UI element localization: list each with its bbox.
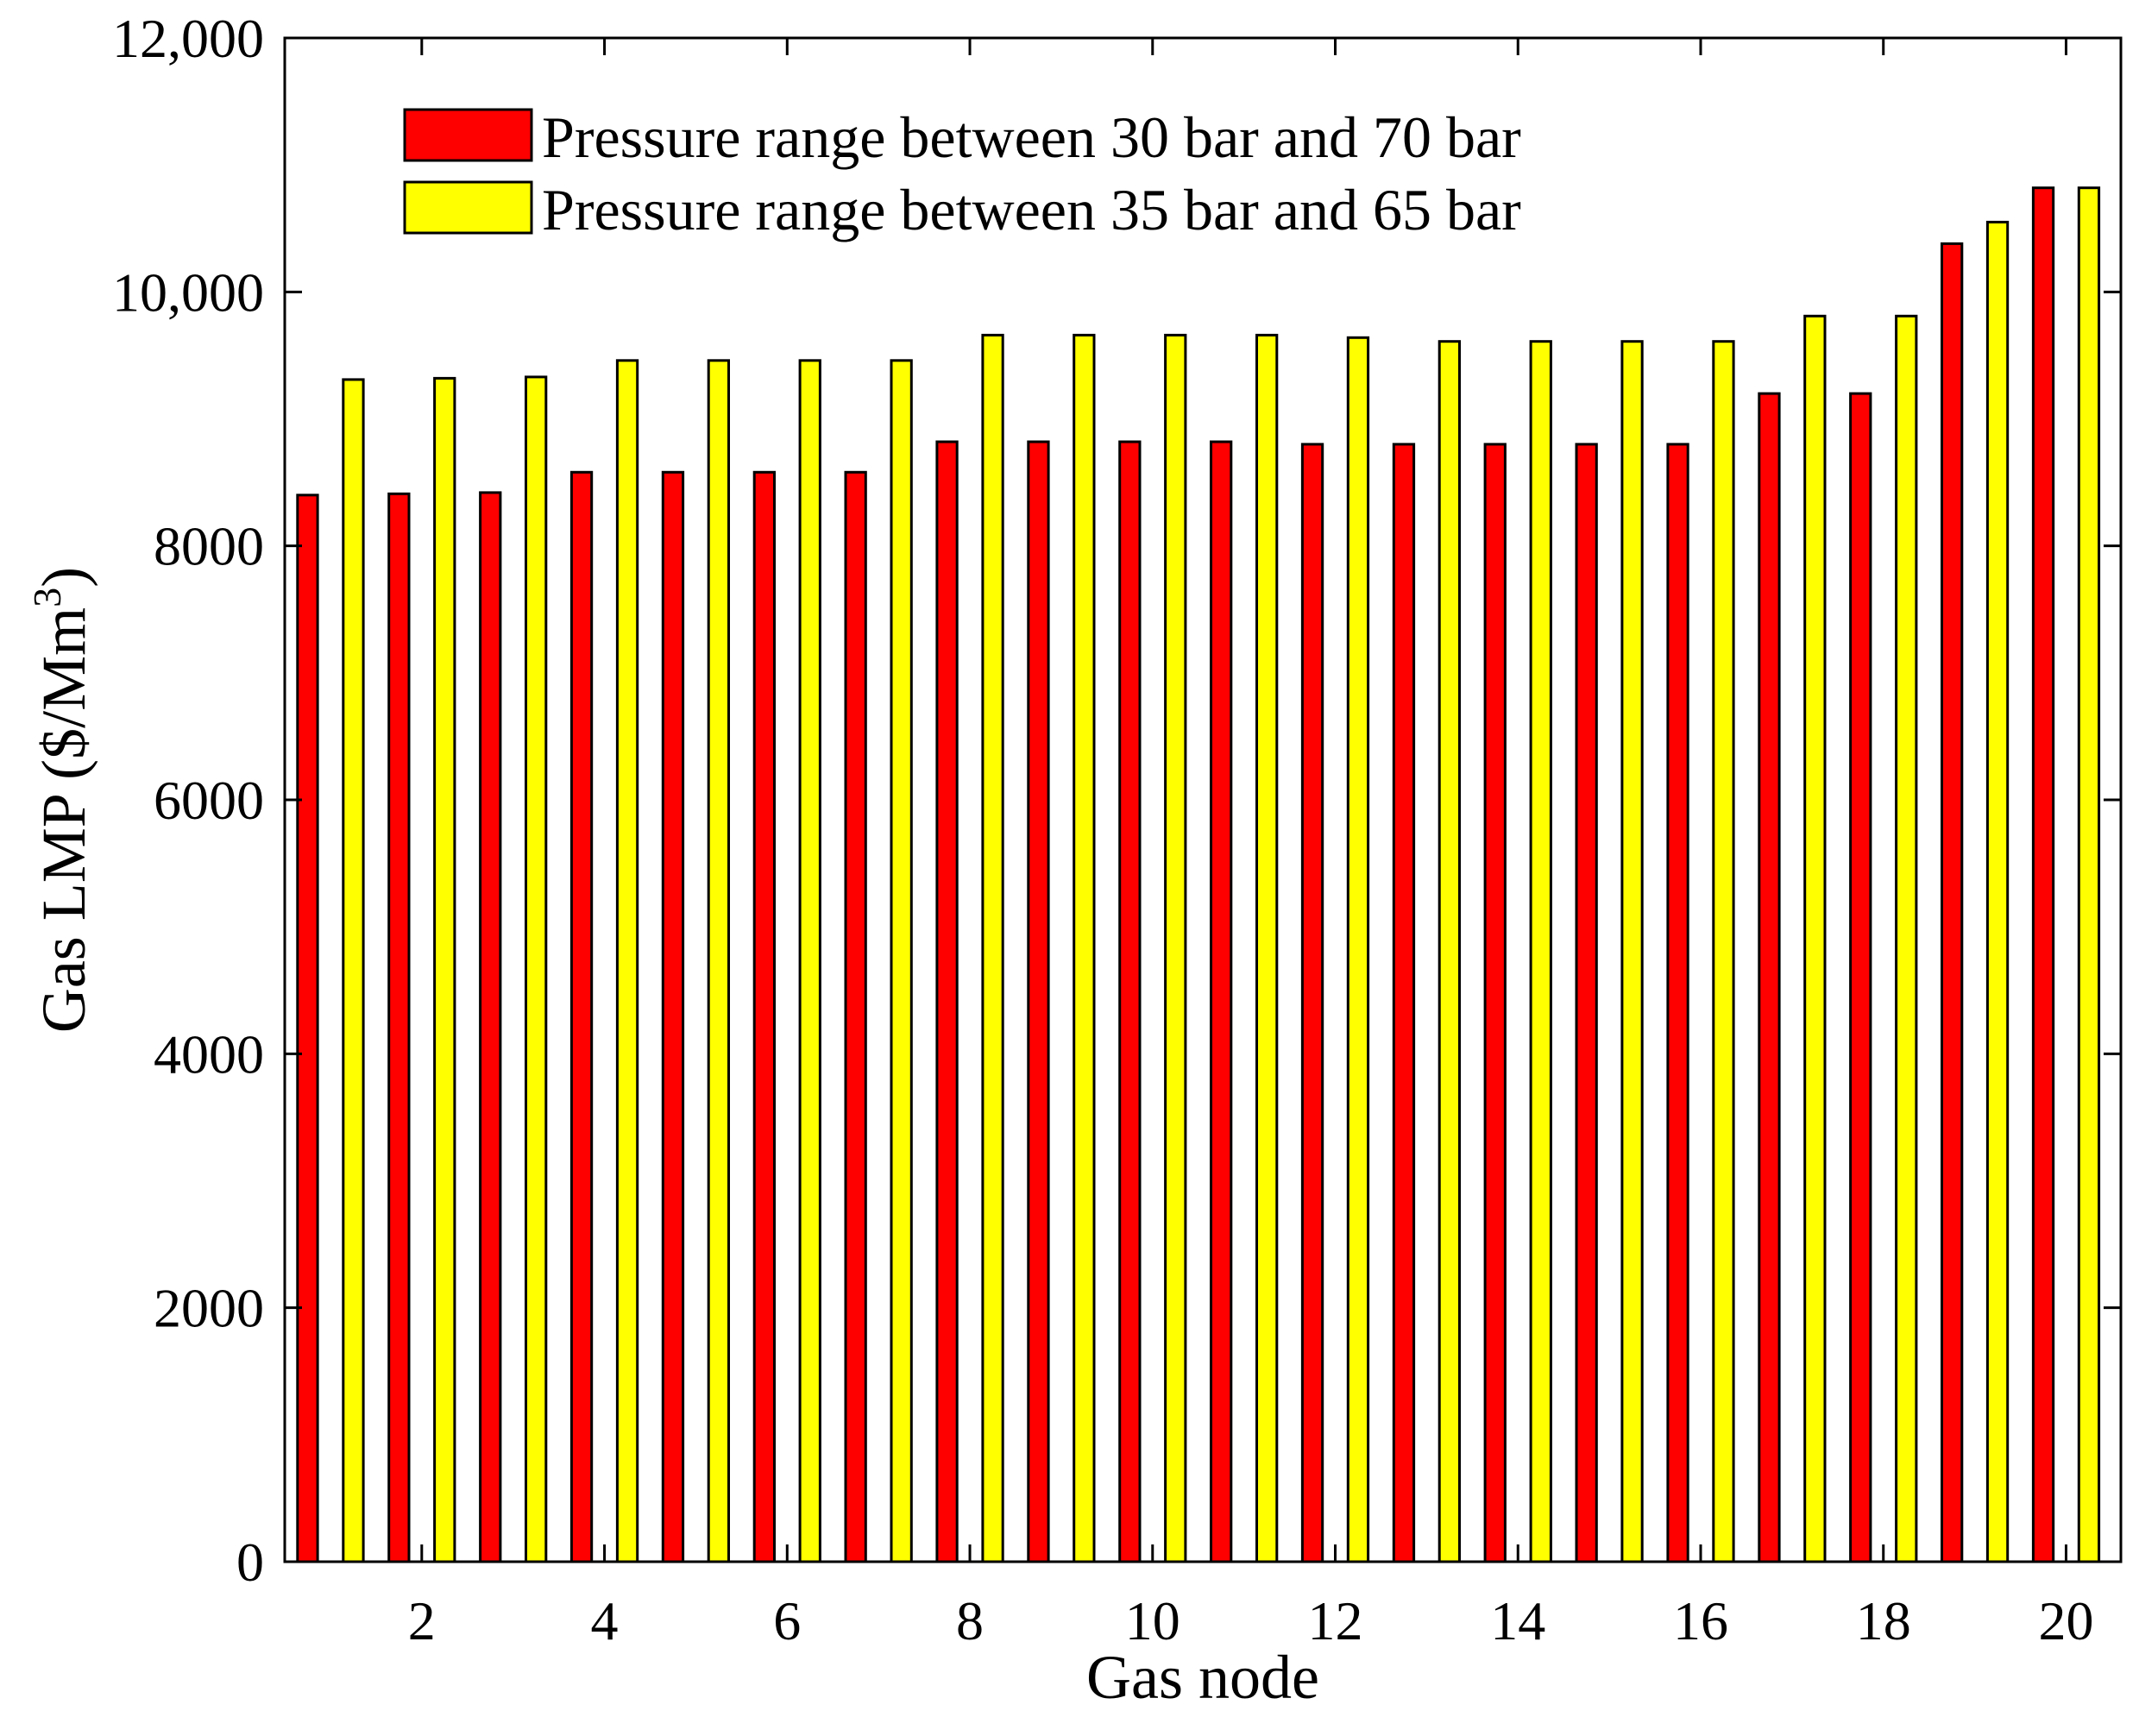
bar-series-1-node-13 (1392, 443, 1416, 1563)
bar-series-1-node-7 (844, 470, 867, 1563)
bar-series-2-node-14 (1529, 340, 1552, 1563)
bars-layer (296, 186, 2101, 1563)
y-tick-label: 2000 (154, 1278, 264, 1339)
bar-series-1-node-9 (1027, 440, 1050, 1563)
y-tick-label: 0 (236, 1532, 264, 1593)
bar-series-2-node-7 (890, 359, 913, 1563)
bar-series-2-node-15 (1620, 340, 1644, 1563)
bar-series-1-node-8 (935, 440, 959, 1563)
x-tick-label: 4 (591, 1590, 619, 1651)
x-tick-label: 14 (1490, 1590, 1545, 1651)
bar-series-1-node-18 (1849, 392, 1872, 1563)
bar-series-1-node-16 (1666, 443, 1689, 1563)
bar-series-2-node-1 (342, 378, 365, 1563)
legend-swatch-series-1 (403, 108, 533, 162)
y-axis-title-main: Gas LMP ($/Mm (29, 607, 98, 1033)
bar-series-2-node-16 (1712, 340, 1735, 1563)
bar-series-2-node-18 (1895, 314, 1918, 1563)
x-tick-label: 20 (2038, 1590, 2093, 1651)
x-tick-label: 18 (1856, 1590, 1911, 1651)
y-tick-labels: 0 2000 4000 6000 8000 10,000 12,000 (112, 8, 264, 1593)
y-tick-label: 8000 (154, 516, 264, 577)
legend-label-series-1: Pressure range between 30 bar and 70 bar (542, 104, 1521, 170)
legend-swatch-series-2 (403, 180, 533, 235)
bar-series-2-node-20 (2077, 186, 2101, 1563)
y-tick-label: 6000 (154, 770, 264, 831)
bar-series-1-node-15 (1575, 443, 1598, 1563)
bar-series-2-node-12 (1346, 336, 1370, 1563)
y-tick-label: 12,000 (112, 8, 264, 69)
legend: Pressure range between 30 bar and 70 bar… (403, 104, 1521, 242)
y-axis-title-suffix: ) (29, 567, 98, 588)
legend-label-series-2: Pressure range between 35 bar and 65 bar (542, 177, 1521, 242)
bar-series-1-node-19 (1941, 242, 1964, 1563)
bar-series-1-node-14 (1483, 443, 1507, 1563)
x-tick-label: 12 (1308, 1590, 1363, 1651)
y-tick-label: 10,000 (112, 261, 264, 323)
bar-series-2-node-3 (525, 375, 548, 1563)
bar-series-1-node-6 (752, 470, 777, 1563)
y-axis-title: Gas LMP ($/Mm3) (25, 567, 98, 1033)
bar-series-1-node-5 (661, 470, 685, 1563)
bar-series-2-node-17 (1803, 314, 1827, 1563)
bar-series-2-node-5 (707, 359, 731, 1563)
bar-series-2-node-13 (1438, 340, 1461, 1563)
plot-background (285, 38, 2121, 1562)
x-tick-labels: 2 4 6 8 10 12 14 16 18 20 (408, 1590, 2094, 1651)
x-axis-title: Gas node (1086, 1643, 1319, 1712)
bar-series-2-node-2 (433, 376, 456, 1563)
y-axis-title-superscript: 3 (25, 588, 69, 607)
bar-series-1-node-10 (1118, 440, 1142, 1563)
bar-series-1-node-1 (296, 494, 319, 1563)
bar-series-2-node-11 (1255, 333, 1279, 1563)
x-tick-label: 2 (408, 1590, 436, 1651)
bar-series-1-node-17 (1758, 392, 1781, 1563)
bar-series-2-node-8 (981, 333, 1004, 1563)
bar-series-1-node-11 (1210, 440, 1233, 1563)
ticks-layer (285, 36, 2121, 1563)
bar-series-1-node-20 (2031, 186, 2055, 1563)
bar-series-2-node-10 (1164, 333, 1187, 1563)
bar-series-1-node-2 (387, 492, 411, 1563)
x-tick-label: 6 (773, 1590, 801, 1651)
x-tick-label: 10 (1125, 1590, 1180, 1651)
bar-series-1-node-4 (569, 470, 594, 1563)
y-tick-label: 4000 (154, 1023, 264, 1085)
bar-series-1-node-3 (479, 491, 502, 1563)
bar-series-2-node-4 (615, 359, 639, 1563)
bar-series-2-node-6 (798, 359, 821, 1563)
bar-series-2-node-19 (1985, 220, 2010, 1563)
x-tick-label: 16 (1673, 1590, 1728, 1651)
x-tick-label: 8 (956, 1590, 984, 1651)
bar-series-2-node-9 (1073, 333, 1096, 1563)
bar-series-1-node-12 (1300, 443, 1324, 1563)
